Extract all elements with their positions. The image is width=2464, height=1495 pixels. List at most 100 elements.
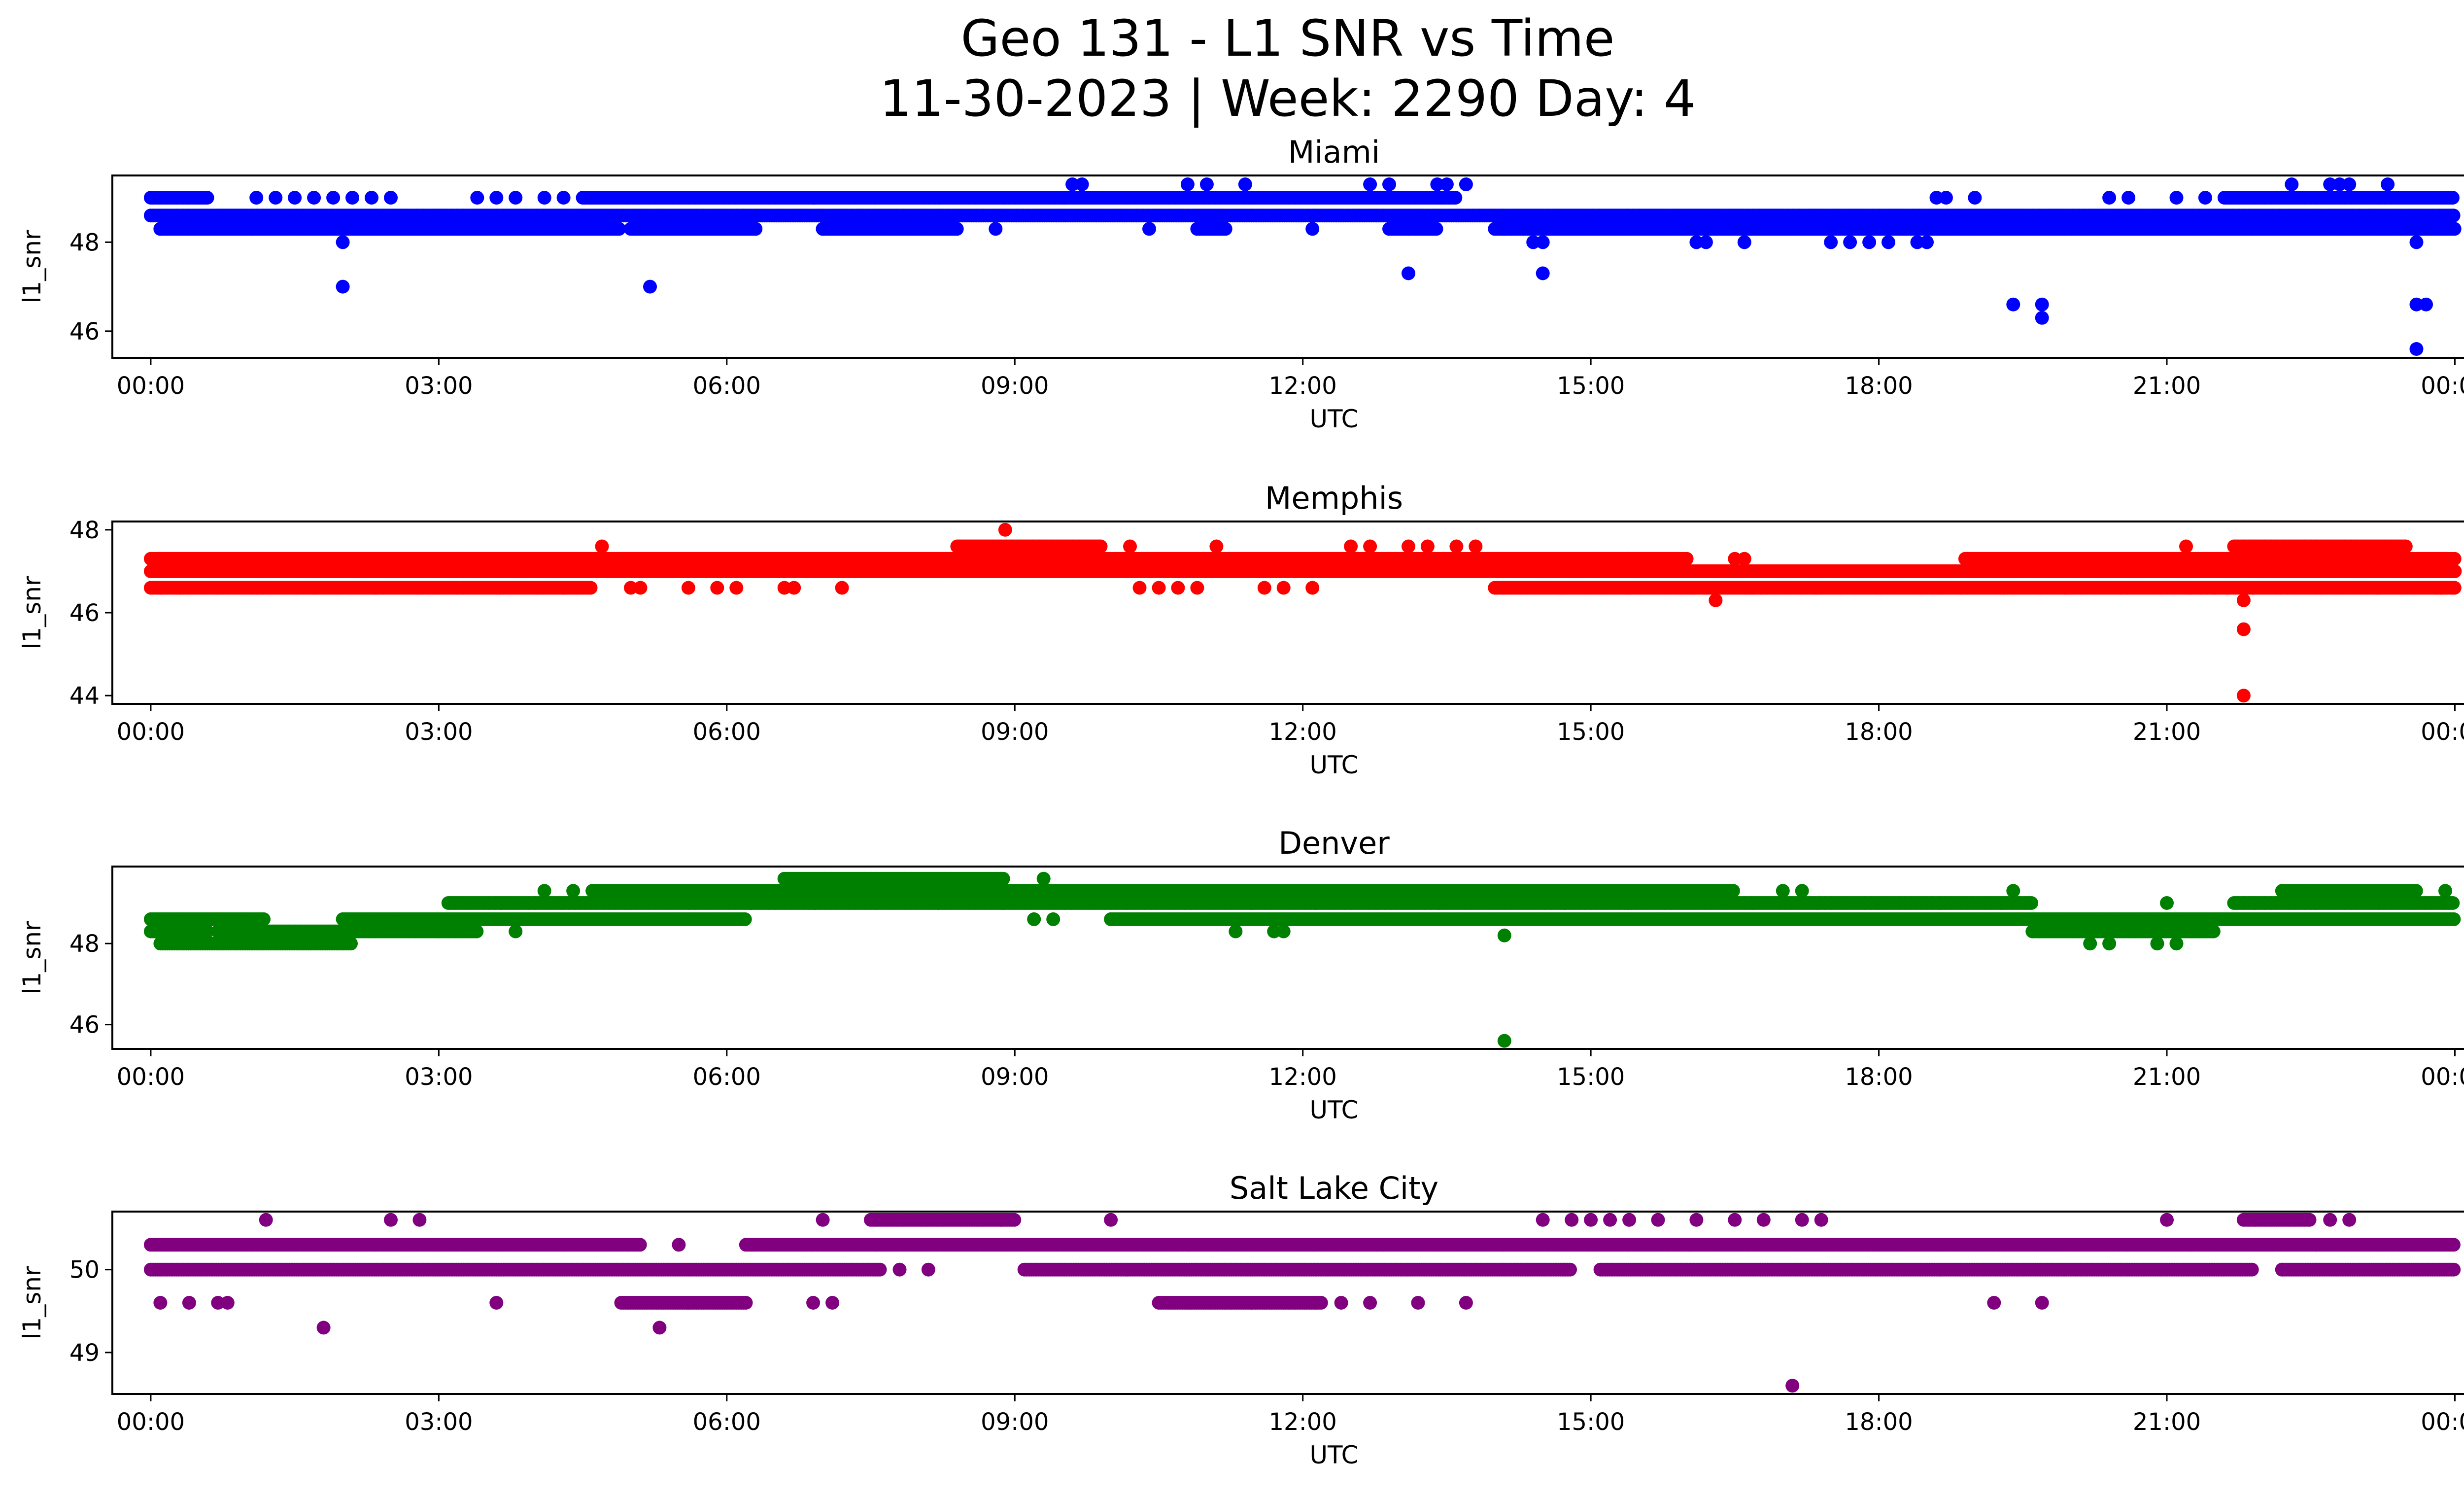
data-point	[249, 191, 264, 205]
data-point	[192, 191, 206, 205]
x-tick-label: 06:00	[693, 372, 761, 400]
x-tick-label: 15:00	[1557, 718, 1625, 746]
data-point	[1402, 266, 1415, 280]
data-point	[365, 191, 378, 205]
data-point	[153, 581, 168, 595]
x-tick-label: 06:00	[693, 718, 761, 746]
data-point	[1737, 235, 1751, 249]
y-tick-label: 48	[69, 229, 100, 256]
figure-title-line1: Geo 131 - L1 SNR vs Time	[960, 9, 1615, 68]
data-point	[307, 191, 321, 205]
x-tick-label: 00:00	[2421, 718, 2464, 746]
data-point	[2169, 191, 2184, 205]
y-axis-label: l1_snr	[18, 230, 46, 303]
data-point	[1939, 191, 1953, 205]
data-point	[2198, 191, 2212, 205]
y-tick-label: 48	[69, 517, 100, 544]
data-point	[583, 581, 598, 595]
data-point	[2381, 177, 2395, 191]
data-point	[595, 539, 609, 554]
data-point	[2398, 539, 2413, 554]
data-point	[1305, 222, 1320, 236]
data-point	[1344, 539, 1358, 554]
data-point	[2409, 342, 2424, 356]
data-point	[1737, 552, 1751, 566]
data-point	[1536, 235, 1550, 249]
data-point	[1238, 177, 1252, 191]
data-point	[989, 222, 1003, 236]
data-point	[835, 581, 849, 595]
data-point	[643, 279, 657, 294]
x-tick-label: 12:00	[1269, 718, 1337, 746]
data-point	[1536, 266, 1550, 280]
subplot-title: Denver	[1278, 825, 1390, 861]
data-point	[1679, 552, 1694, 566]
data-point	[1123, 539, 1137, 554]
data-point	[1420, 539, 1435, 554]
data-point	[1276, 581, 1291, 595]
x-tick-label: 18:00	[1845, 372, 1913, 400]
data-point	[681, 581, 695, 595]
data-point	[1257, 581, 1271, 595]
data-point	[1459, 177, 1473, 191]
x-tick-label: 09:00	[981, 372, 1049, 400]
data-point	[710, 581, 724, 595]
x-tick-label: 00:00	[117, 372, 185, 400]
x-tick-label: 00:00	[117, 718, 185, 746]
x-tick-label: 03:00	[405, 718, 473, 746]
data-point	[2285, 177, 2299, 191]
data-point	[489, 191, 504, 205]
data-point	[2409, 222, 2424, 236]
data-point	[288, 191, 302, 205]
data-point	[2447, 222, 2462, 236]
data-point	[1218, 222, 1232, 236]
data-point	[2236, 622, 2251, 636]
data-point	[1449, 539, 1464, 554]
data-point	[1448, 191, 1463, 205]
data-point	[336, 235, 350, 249]
data-point	[1843, 235, 1857, 249]
figure-title: Geo 131 - L1 SNR vs Time 11-30-2023 | We…	[0, 9, 2464, 129]
data-point	[1171, 581, 1185, 595]
data-point	[1209, 539, 1224, 554]
data-point	[1180, 177, 1195, 191]
data-point	[2236, 581, 2251, 595]
subplot-title: Miami	[1288, 134, 1380, 170]
data-point	[1199, 177, 1214, 191]
data-point	[2236, 689, 2251, 703]
data-point	[326, 191, 341, 205]
data-point	[2447, 552, 2462, 566]
data-point	[1152, 581, 1166, 595]
data-point	[2035, 311, 2049, 325]
x-tick-label: 03:00	[405, 372, 473, 400]
data-point	[1920, 235, 1934, 249]
data-point	[749, 222, 763, 236]
data-point	[633, 581, 648, 595]
data-point	[1709, 593, 1723, 607]
subplot-title: Memphis	[1265, 480, 1403, 516]
data-point	[1497, 222, 1511, 236]
data-point	[1075, 177, 1089, 191]
data-point	[2179, 539, 2193, 554]
data-point	[537, 191, 551, 205]
data-point	[1094, 539, 1108, 554]
data-point	[2236, 593, 2251, 607]
data-point	[336, 279, 350, 294]
data-point	[1429, 222, 1443, 236]
y-axis-label: l1_snr	[18, 576, 46, 649]
data-point	[2006, 297, 2020, 312]
data-point	[729, 581, 744, 595]
data-point	[2342, 177, 2357, 191]
x-tick-label: 12:00	[1269, 372, 1337, 400]
data-point	[1132, 581, 1147, 595]
figure-title-line2: 11-30-2023 | Week: 2290 Day: 4	[880, 70, 1696, 128]
data-point	[950, 222, 964, 236]
scatter-points	[143, 522, 2462, 703]
data-point	[612, 222, 626, 236]
data-point	[2409, 235, 2424, 249]
x-axis-label: UTC	[1309, 751, 1358, 779]
data-point	[1402, 222, 1415, 236]
